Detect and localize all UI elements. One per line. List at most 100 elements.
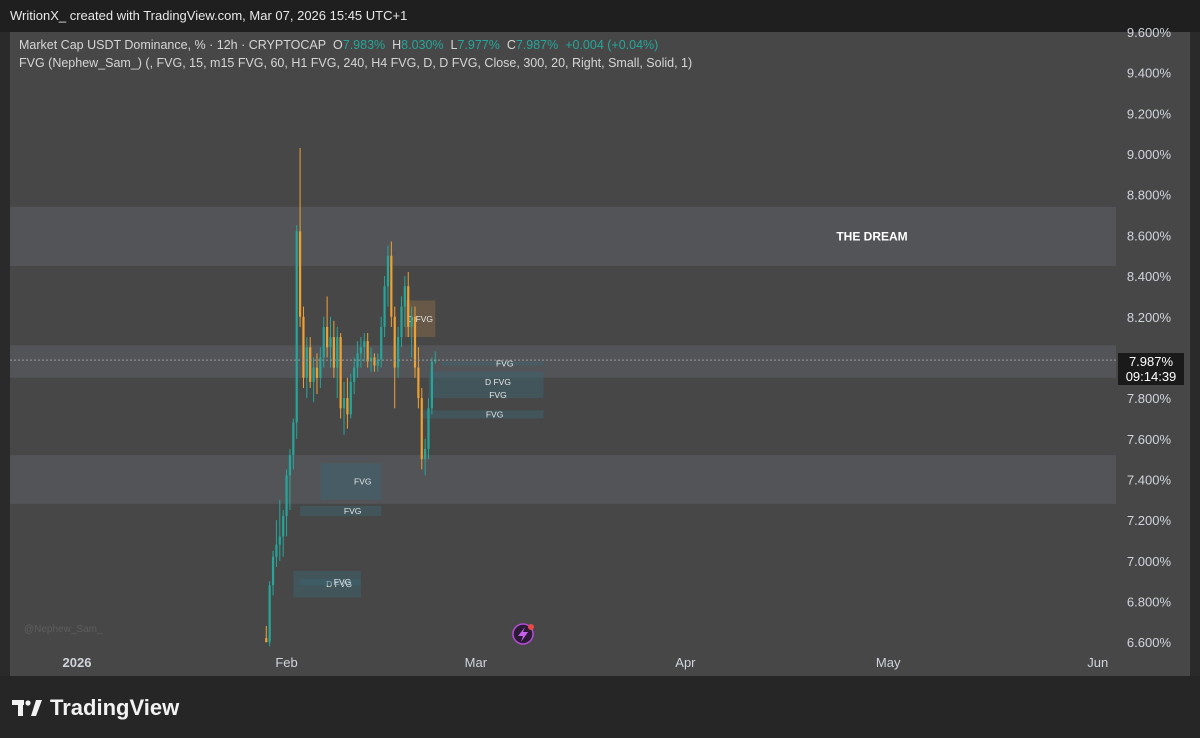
y-tick-label: 9.400% — [1127, 66, 1172, 81]
candle — [383, 286, 386, 327]
candle — [275, 544, 278, 557]
fvg-box — [442, 361, 544, 366]
candle — [332, 337, 335, 368]
candle — [302, 316, 305, 378]
fvg-label: FVG — [496, 359, 513, 369]
candle — [424, 448, 427, 460]
tradingview-logo-icon — [12, 700, 42, 716]
candle — [369, 357, 373, 362]
open-value: 7.983% — [342, 38, 386, 52]
candle — [312, 367, 315, 382]
y-tick-label: 7.400% — [1127, 472, 1172, 487]
candle — [288, 455, 292, 476]
fvg-label: FVG — [344, 506, 361, 516]
close-value: 7.987% — [515, 38, 559, 52]
footer — [0, 676, 1200, 738]
symbol-line: Market Cap USDT Dominance, % · 12h · CRY… — [19, 36, 692, 54]
y-tick-label: 7.200% — [1127, 513, 1172, 528]
candle — [373, 357, 376, 366]
candle — [420, 398, 423, 460]
candle — [410, 316, 413, 327]
zone-2 — [10, 455, 1116, 504]
symbol-name: Market Cap USDT Dominance, % · 12h · CRY… — [19, 38, 327, 52]
fvg-label: FVG — [489, 390, 506, 400]
last-price: 7.987% — [1128, 354, 1174, 369]
lightning-icon[interactable] — [512, 623, 534, 645]
brand-name: TradingView — [50, 695, 180, 720]
candle — [271, 556, 275, 586]
candle — [366, 341, 369, 362]
zone-1 — [10, 345, 1116, 378]
fvg-label: FVG — [486, 409, 503, 419]
fvg-box — [428, 392, 544, 399]
candle — [417, 367, 420, 399]
candle — [363, 341, 366, 348]
candle — [282, 516, 285, 537]
candle — [403, 286, 406, 307]
y-tick-label: 9.600% — [1127, 25, 1172, 40]
zone-0 — [10, 206, 1116, 266]
candle — [309, 347, 312, 382]
candle — [346, 398, 349, 415]
y-tick-label: 7.600% — [1127, 432, 1172, 447]
low-value: 7.977% — [457, 38, 500, 52]
candle — [427, 408, 430, 449]
candle — [319, 357, 322, 378]
candle — [397, 337, 400, 368]
candle — [292, 422, 295, 456]
fvg-box — [320, 463, 382, 500]
candle — [322, 326, 325, 358]
candle — [407, 286, 410, 327]
candle — [342, 398, 346, 409]
fvg-label: FVG — [334, 577, 351, 587]
y-tick-label: 7.800% — [1127, 391, 1172, 406]
candle — [339, 337, 342, 409]
fvg-box — [300, 579, 361, 586]
candle — [265, 638, 268, 643]
candle — [349, 381, 352, 415]
y-tick-label: 9.000% — [1127, 147, 1172, 162]
candle — [400, 306, 403, 338]
fvg-label: FVG — [354, 477, 371, 487]
last-price-tag: 7.987% 09:14:39 — [1118, 353, 1184, 385]
watermark-text: @Nephew_Sam_ — [24, 624, 103, 635]
candle — [376, 359, 379, 366]
y-tick-label: 8.400% — [1127, 269, 1172, 284]
close-label: C — [506, 38, 516, 52]
high-value: 8.030% — [401, 38, 444, 52]
indicator-line[interactable]: FVG (Nephew_Sam_) (, FVG, 15, m15 FVG, 6… — [19, 56, 693, 70]
candle — [278, 536, 281, 545]
candle — [285, 475, 288, 517]
fvg-label: D FVG — [407, 314, 433, 324]
candle — [329, 337, 332, 348]
candle — [359, 347, 363, 354]
fvg-box — [421, 410, 544, 419]
x-tick-label: May — [876, 655, 901, 670]
candle — [430, 361, 433, 409]
candle — [393, 316, 396, 368]
y-tick-label: 6.600% — [1127, 635, 1172, 650]
y-tick-label: 8.200% — [1127, 310, 1172, 325]
chart-legend: Market Cap USDT Dominance, % · 12h · CRY… — [19, 36, 692, 72]
candle — [268, 585, 271, 643]
y-tick-label: 8.800% — [1127, 188, 1172, 203]
y-tick-label: 8.600% — [1127, 228, 1172, 243]
candle — [380, 326, 383, 360]
fvg-label: D FVG — [485, 377, 511, 387]
candle — [413, 316, 417, 368]
candle — [386, 255, 390, 287]
candle — [295, 231, 298, 423]
x-tick-label: 2026 — [63, 655, 92, 670]
x-tick-label: Apr — [675, 655, 696, 670]
candle — [305, 347, 308, 378]
x-tick-label: Feb — [275, 655, 297, 670]
attribution-bar: WritionX_ created with TradingView.com, … — [0, 0, 1200, 32]
fvg-box — [300, 505, 382, 517]
high-label: H — [392, 38, 402, 52]
x-tick-label: Jun — [1087, 655, 1108, 670]
y-tick-label: 9.200% — [1127, 106, 1172, 121]
candle — [315, 367, 319, 378]
tradingview-brand[interactable]: TradingView — [12, 695, 179, 721]
change-value: +0.004 (+0.04%) — [565, 38, 659, 52]
